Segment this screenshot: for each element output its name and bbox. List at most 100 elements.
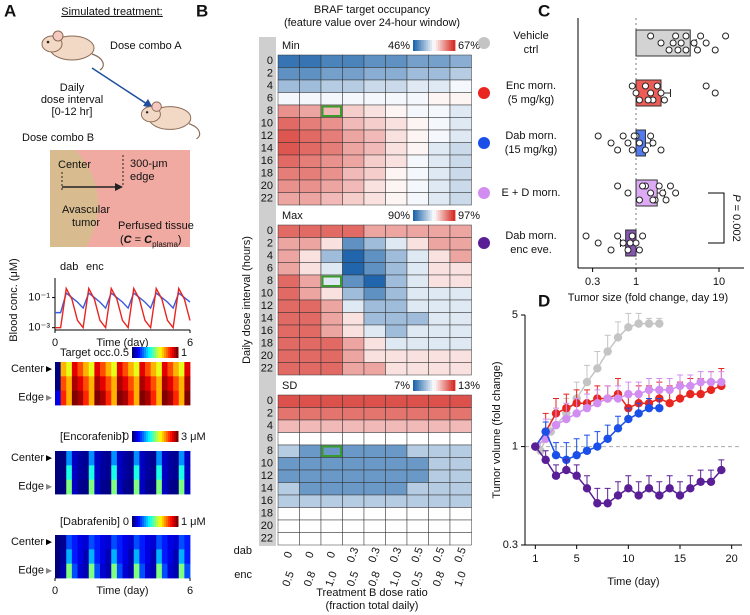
y-tick-label: 10⁻¹	[28, 291, 50, 303]
colorbar-segment	[446, 210, 450, 221]
colorbar-segment	[132, 347, 135, 358]
kymo-cell	[55, 563, 62, 579]
point	[632, 239, 640, 247]
kymo-cell	[88, 451, 95, 466]
heatmap-cell	[342, 129, 365, 143]
marker	[603, 394, 612, 403]
kymo-cell	[66, 563, 73, 579]
point	[672, 32, 680, 40]
kymo-cell	[184, 563, 191, 579]
heatmap-cell	[406, 432, 429, 446]
row-label: 6	[267, 93, 273, 105]
kymo-cell	[60, 390, 67, 406]
heatmap-cell	[299, 349, 322, 363]
heatmap-cell	[385, 117, 408, 131]
point	[677, 39, 685, 47]
kymo-cell	[77, 535, 84, 550]
kymo-cell	[128, 549, 135, 565]
diagram-label: Avascular	[62, 204, 110, 216]
heatmap-cell	[277, 237, 300, 251]
row-label: 12	[261, 300, 273, 312]
kymo-cell	[60, 362, 67, 377]
equation-part: C	[144, 234, 153, 246]
kymo-cell	[122, 390, 129, 406]
heatmap-cell	[277, 394, 300, 408]
point	[647, 132, 655, 140]
significance-bracket	[708, 192, 725, 244]
heatmap-cell	[406, 274, 429, 288]
marker	[603, 434, 612, 443]
heatmap-cell	[342, 154, 365, 168]
column-label: 0.8	[302, 570, 319, 588]
marker	[582, 484, 592, 493]
point	[690, 39, 698, 47]
column-label: 0.3	[388, 546, 405, 564]
kymo-cell	[133, 451, 140, 466]
colorbar-segment	[415, 380, 418, 391]
row-label: 0	[267, 395, 273, 407]
line	[534, 446, 722, 504]
heatmap-cell	[342, 92, 365, 106]
marker	[644, 484, 654, 493]
heatmap-cell	[320, 419, 343, 433]
marker	[675, 491, 685, 500]
heatmap-cell	[428, 394, 451, 408]
colorbar-segment	[174, 431, 177, 442]
kymo-cell	[83, 479, 90, 495]
colorbar-segment	[170, 516, 173, 527]
row-label: 12	[261, 130, 273, 142]
colorbar-label: 1	[181, 347, 187, 359]
heatmap-cell	[449, 237, 472, 251]
heatmap-cell	[342, 104, 365, 118]
heatmap-cell	[342, 312, 365, 326]
colorbar-label: 1 μM	[181, 516, 206, 528]
kymo-cell	[77, 390, 84, 406]
marker	[717, 465, 726, 475]
heatmap-cell	[277, 407, 300, 421]
kymo-cell	[156, 563, 163, 579]
heatmap-cell	[299, 362, 322, 376]
heatmap-cell	[406, 419, 429, 433]
point	[666, 182, 674, 190]
category-label: Dab morn.	[505, 130, 556, 142]
kymo-cell	[178, 376, 185, 392]
heatmap-cell	[363, 274, 386, 288]
heatmap-cell	[342, 262, 365, 276]
marker	[541, 427, 550, 436]
point	[647, 32, 655, 40]
heatmap-cell	[342, 179, 365, 193]
heatmap-cell	[428, 299, 451, 313]
colorbar-segment	[148, 431, 151, 442]
kymo-cell	[88, 479, 95, 495]
row-marker	[46, 366, 52, 373]
heatmap-cell	[449, 54, 472, 68]
kymo-cell	[66, 549, 73, 565]
colorbar-segment	[413, 380, 416, 391]
point	[697, 32, 705, 40]
kymo-cell	[161, 535, 168, 550]
point	[628, 232, 636, 240]
heatmap-cell	[299, 67, 322, 81]
x-tick-label: 5	[574, 553, 580, 565]
marker	[572, 471, 581, 480]
point	[582, 232, 590, 240]
heatmap-cell	[406, 142, 429, 156]
heatmap-cell	[363, 54, 386, 68]
kymo-cell	[105, 479, 112, 495]
heatmap-cell	[428, 407, 451, 421]
heatmap-cell	[385, 192, 408, 206]
marker	[572, 409, 581, 418]
heatmap-cell	[342, 349, 365, 363]
heatmap-cell	[449, 432, 472, 446]
chart-title: BRAF target occupancy	[314, 4, 431, 16]
diagram-label: Daily	[60, 82, 85, 94]
heatmap-cell	[428, 532, 451, 546]
heatmap-cell	[299, 482, 322, 496]
heatmap-cell	[320, 394, 343, 408]
colorbar-segment	[434, 40, 437, 51]
kymo-cell	[156, 535, 163, 550]
colorbar-segment	[168, 431, 171, 442]
column-label: 0	[282, 550, 295, 560]
heatmap-cell	[363, 362, 386, 376]
point	[711, 46, 719, 54]
